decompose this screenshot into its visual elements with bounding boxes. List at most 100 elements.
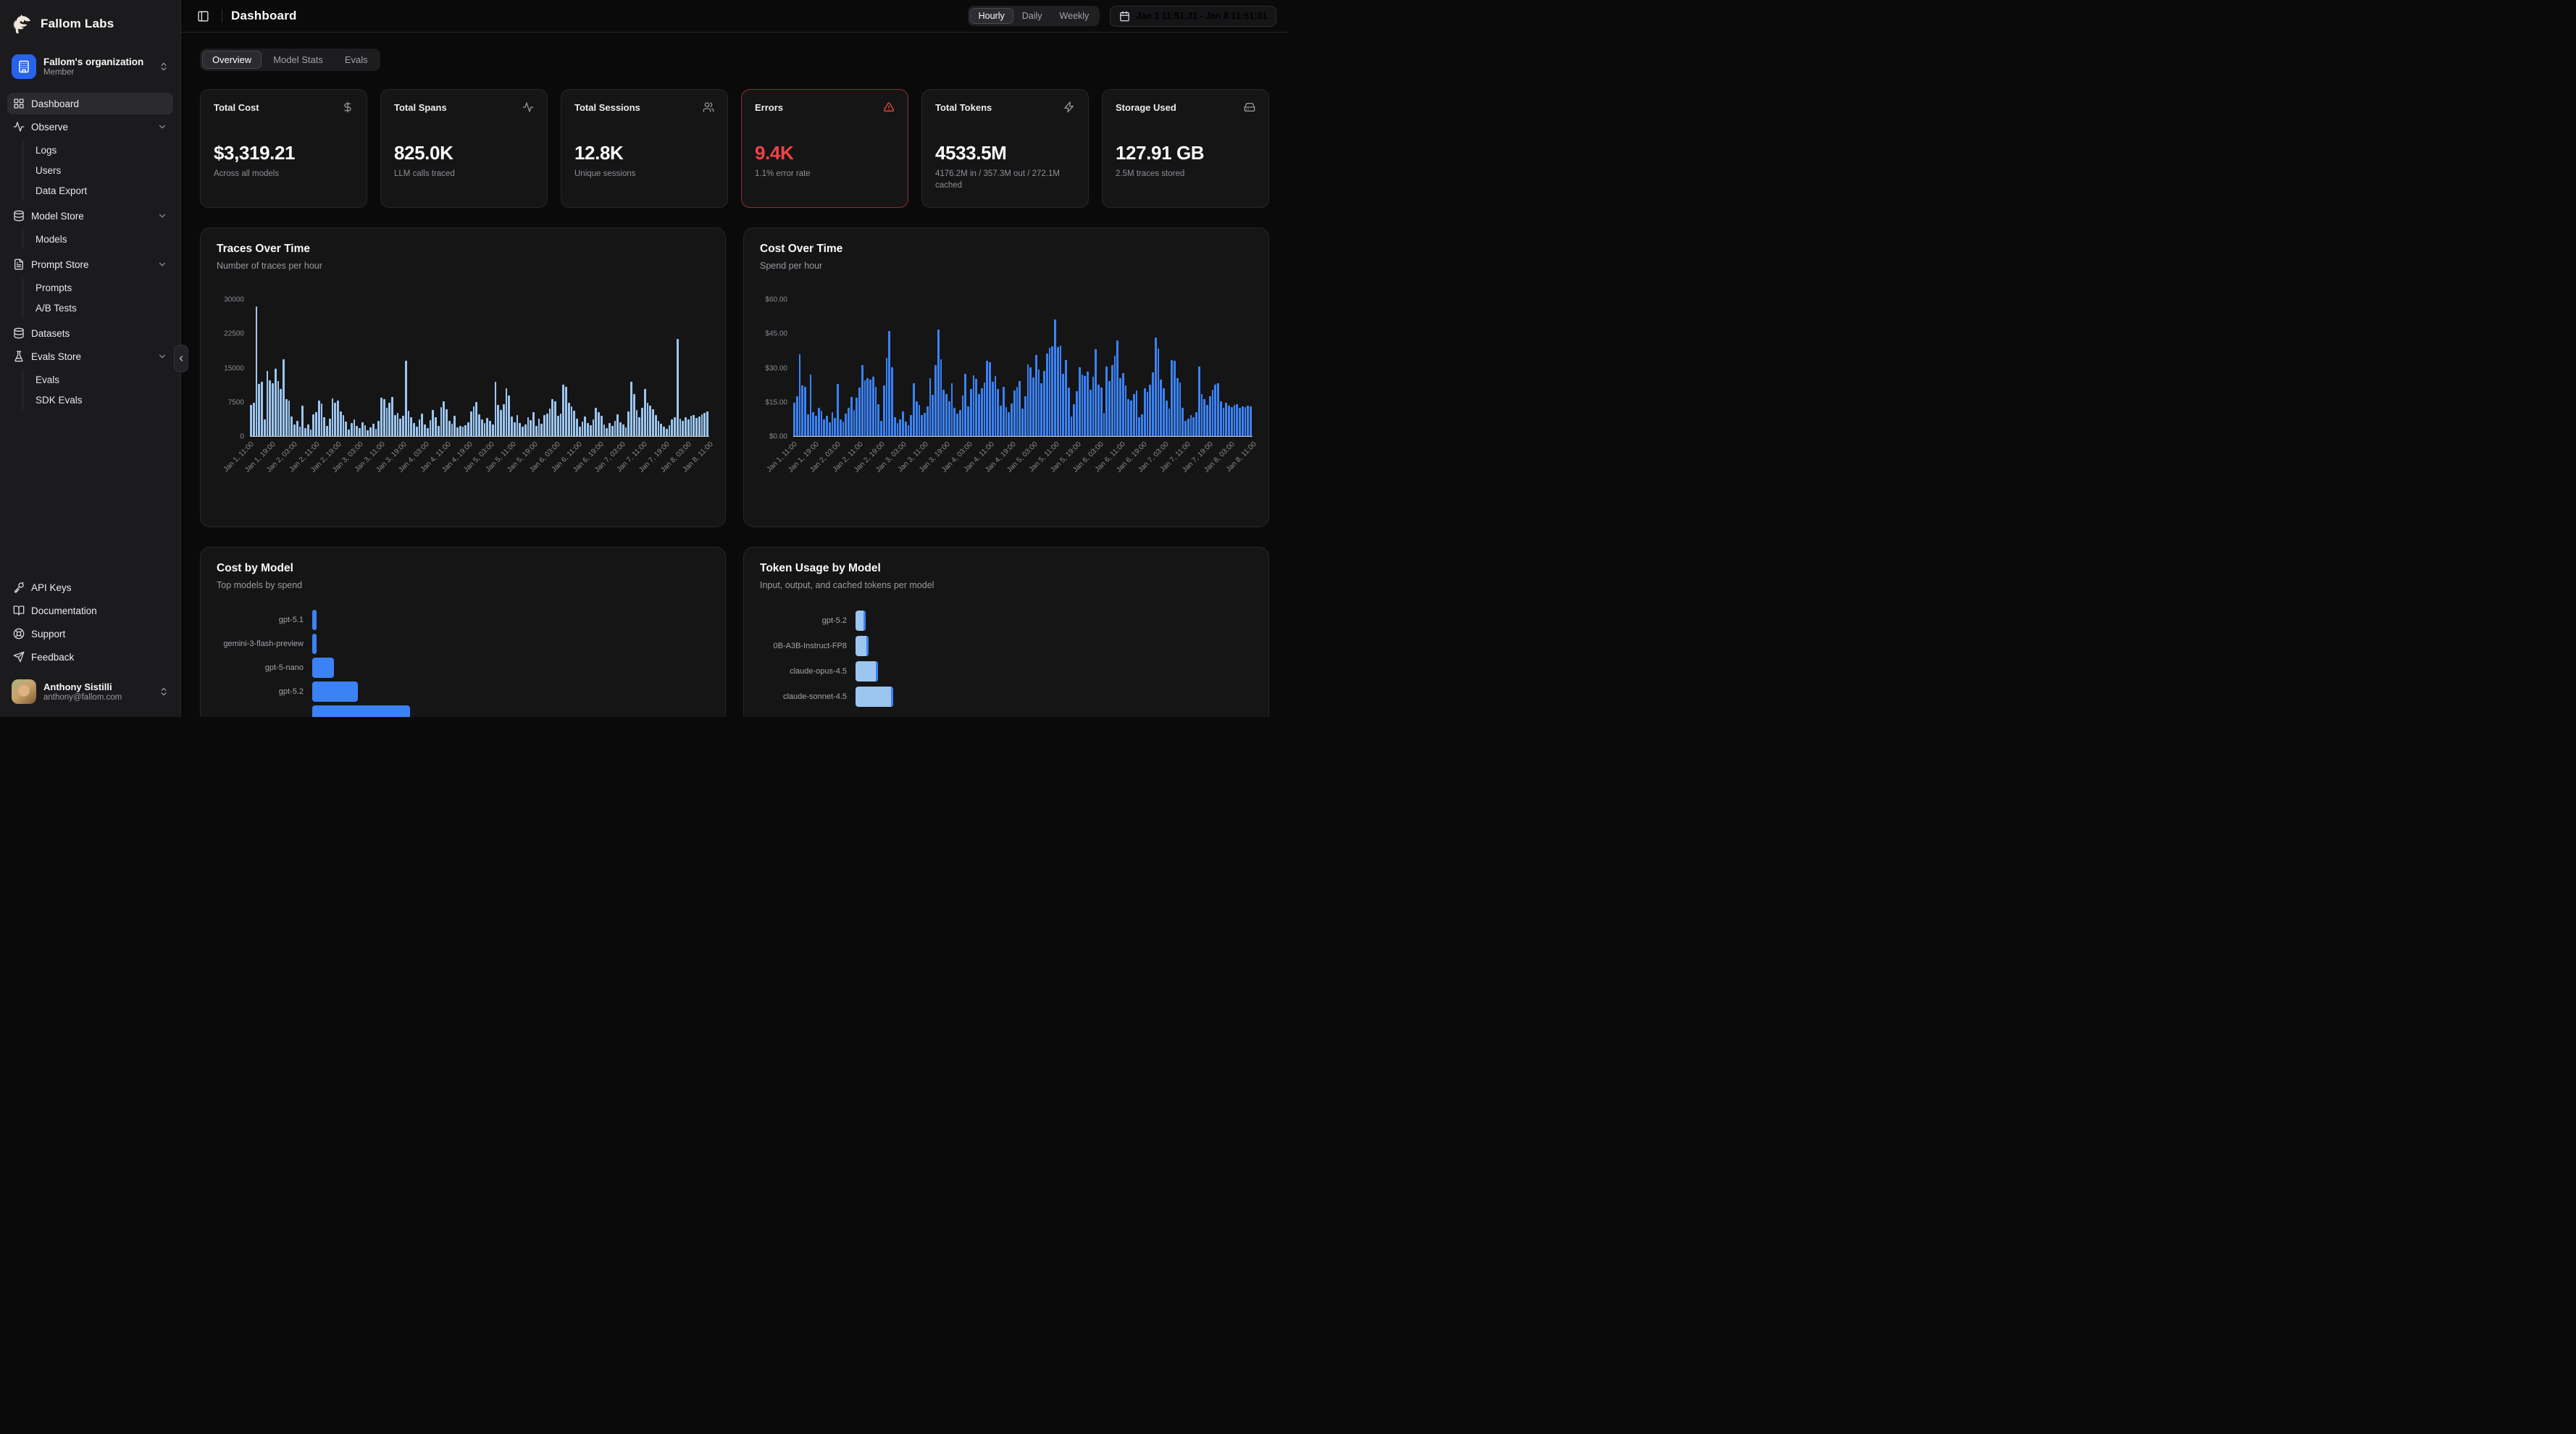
chart-bar (497, 405, 499, 436)
segment-hourly[interactable]: Hourly (970, 8, 1013, 24)
chart-bar (340, 411, 342, 436)
sidebar-item-a-b-tests[interactable]: A/B Tests (23, 298, 173, 318)
chart-bar (864, 380, 866, 436)
chart-subtitle: Input, output, and cached tokens per mod… (760, 580, 1253, 590)
chart-bar (866, 378, 869, 436)
chart-bar (514, 422, 516, 436)
tab-model-stats[interactable]: Model Stats (263, 51, 333, 69)
chart-bar (1011, 403, 1013, 436)
chart-bar (1027, 364, 1029, 436)
chart-bar (527, 417, 530, 436)
sidebar-item-sdk-evals[interactable]: SDK Evals (23, 390, 173, 410)
chart-bar (432, 410, 434, 436)
chart-bar (1223, 408, 1225, 436)
chart-bar (557, 416, 559, 436)
chart-bar (280, 389, 282, 436)
chart-bar (595, 408, 597, 436)
sidebar-item-prompt-store[interactable]: Prompt Store (7, 253, 173, 275)
chart-bar (315, 412, 317, 436)
chart-bar (576, 419, 578, 436)
tab-overview[interactable]: Overview (202, 51, 262, 69)
sidebar-item-model-store[interactable]: Model Store (7, 205, 173, 227)
time-granularity-segmented: Hourly Daily Weekly (968, 6, 1100, 26)
date-range-button[interactable]: Jan 1 11:51:31 - Jan 8 11:51:31 (1110, 6, 1276, 27)
chart-bar (832, 412, 834, 436)
sidebar-item-prompts[interactable]: Prompts (23, 278, 173, 298)
sidebar-item-dashboard[interactable]: Dashboard (7, 93, 173, 114)
sidebar-item-data-export[interactable]: Data Export (23, 181, 173, 201)
hbar-row-gemini-3-flash-preview: gemini-3-flash-preview (217, 632, 709, 655)
chart-bar (416, 427, 418, 436)
sidebar-item-label: Observe (31, 122, 68, 133)
chart-bar (546, 414, 548, 436)
org-role: Member (43, 68, 151, 77)
chart-bar (310, 429, 312, 436)
bar-cap-segment (866, 636, 869, 656)
sidebar-item-evals-store[interactable]: Evals Store (7, 345, 173, 367)
y-axis-tick: 15000 (224, 364, 244, 372)
chart-bar (674, 417, 676, 436)
chart-bar (1114, 356, 1116, 436)
chart-bar (565, 387, 567, 436)
chevrons-up-down-icon (159, 687, 169, 697)
token-usage-by-model-card: Token Usage by Model Input, output, and … (743, 547, 1269, 717)
chart-bar (829, 422, 831, 436)
topbar: Dashboard Hourly Daily Weekly Jan 1 11:5… (181, 0, 1288, 33)
user-menu[interactable]: Anthony Sistilli anthony@fallom.com (7, 675, 173, 708)
chart-bar (908, 425, 910, 436)
chart-bar (877, 404, 879, 436)
chart-bar (1092, 377, 1095, 436)
stat-cards-row: Total Cost $3,319.21 Across all models T… (200, 89, 1269, 208)
chart-bar (312, 414, 314, 436)
sidebar-collapse-button[interactable] (174, 345, 188, 372)
segment-daily[interactable]: Daily (1013, 8, 1051, 24)
brand-name: Fallom Labs (41, 17, 114, 31)
chart-bar (850, 397, 853, 436)
chart-bar (627, 411, 630, 436)
chart-bar (1060, 345, 1062, 436)
segment-weekly[interactable]: Weekly (1051, 8, 1098, 24)
chart-bar (978, 394, 980, 436)
sidebar-toggle-button[interactable] (193, 6, 213, 26)
chart-subtitle: Top models by spend (217, 580, 709, 590)
y-axis-tick: $15.00 (765, 398, 787, 406)
sidebar-item-evals[interactable]: Evals (23, 370, 173, 390)
sidebar-item-users[interactable]: Users (23, 161, 173, 180)
tab-evals[interactable]: Evals (335, 51, 378, 69)
chart-bar (823, 419, 825, 436)
chart-bar (973, 375, 975, 436)
hbar (312, 634, 317, 654)
chart-bar (951, 383, 953, 436)
sidebar-item-logs[interactable]: Logs (23, 141, 173, 160)
chart-bar (899, 419, 901, 436)
chart-bar (290, 416, 293, 436)
chart-bar (283, 359, 285, 436)
sidebar-item-api-keys[interactable]: API Keys (7, 576, 173, 598)
chart-bar (593, 419, 595, 436)
chart-bar (845, 414, 847, 436)
chart-bar (1168, 408, 1171, 436)
chart-bar (1247, 406, 1249, 436)
chart-bar (687, 419, 690, 436)
chart-bar (793, 403, 795, 436)
sidebar-item-documentation[interactable]: Documentation (7, 600, 173, 621)
chart-subtitle: Spend per hour (760, 261, 1253, 271)
chart-bar (698, 416, 701, 436)
chart-bar (1127, 399, 1129, 436)
sidebar-item-observe[interactable]: Observe (7, 116, 173, 138)
chart-bar (1250, 406, 1252, 436)
chevrons-up-down-icon (159, 62, 169, 72)
sidebar-item-models[interactable]: Models (23, 230, 173, 249)
chart-bar (451, 424, 453, 436)
chart-bar (995, 376, 997, 436)
chart-bar (413, 423, 415, 436)
chart-bar (801, 385, 803, 436)
chart-bar (258, 384, 260, 436)
chart-bar (351, 423, 353, 436)
chart-bar (981, 388, 983, 436)
org-switcher[interactable]: Fallom's organization Member (7, 49, 173, 84)
sidebar-item-datasets[interactable]: Datasets (7, 322, 173, 344)
sidebar-item-feedback[interactable]: Feedback (7, 646, 173, 668)
hbar-label: gpt-5.1 (217, 616, 304, 624)
sidebar-item-support[interactable]: Support (7, 623, 173, 645)
